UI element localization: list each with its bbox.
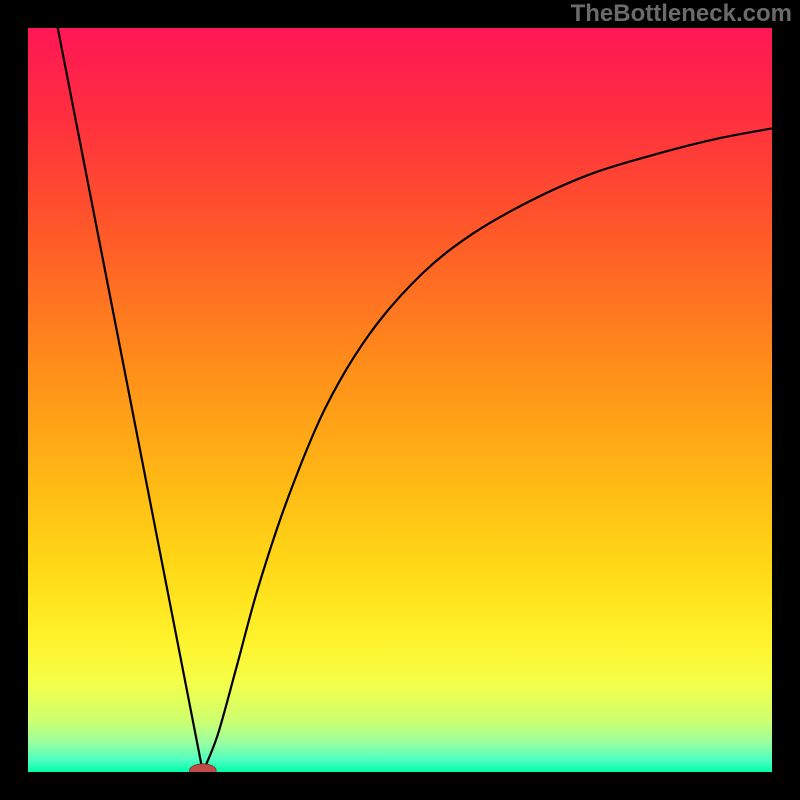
watermark-text: TheBottleneck.com [571,0,792,28]
chart-container: TheBottleneck.com [0,0,800,800]
gradient-background [28,28,772,772]
plot-svg [28,28,772,772]
